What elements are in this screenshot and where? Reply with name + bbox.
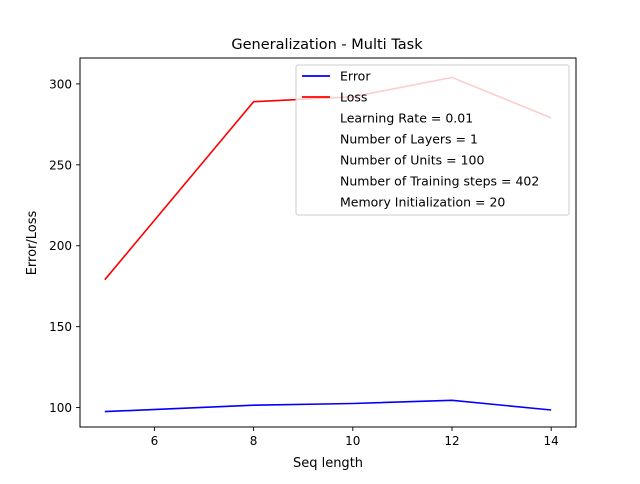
x-tick-label: 8: [250, 434, 258, 448]
y-tick-label: 150: [49, 320, 72, 334]
y-tick-label: 200: [49, 239, 72, 253]
x-axis-label: Seq length: [293, 456, 363, 471]
y-axis: 100 150 200 250 300: [49, 77, 80, 415]
legend-note: Memory Initialization = 20: [340, 195, 505, 210]
x-tick-label: 10: [345, 434, 360, 448]
legend-note: Learning Rate = 0.01: [340, 111, 473, 126]
legend-note: Number of Units = 100: [340, 153, 484, 168]
legend-box: [295, 64, 570, 216]
legend-label-loss: Loss: [340, 90, 367, 105]
legend: Error Loss Learning Rate = 0.01 Number of L…: [295, 64, 570, 216]
y-tick-label: 250: [49, 158, 72, 172]
y-tick-label: 100: [49, 401, 72, 415]
y-axis-label: Error/Loss: [25, 210, 40, 275]
x-tick-label: 6: [151, 434, 159, 448]
legend-note: Number of Layers = 1: [340, 132, 478, 147]
legend-note: Number of Training steps = 402: [340, 174, 539, 189]
chart-title: Generalization - Multi Task: [231, 37, 423, 53]
series-line-error: [104, 399, 552, 413]
legend-label-error: Error: [340, 69, 371, 84]
x-tick-label: 12: [444, 434, 459, 448]
y-tick-label: 300: [49, 77, 72, 91]
x-tick-label: 14: [544, 434, 559, 448]
plot-frame: [79, 57, 577, 428]
x-axis: 6 8 10 12 14: [151, 427, 559, 448]
